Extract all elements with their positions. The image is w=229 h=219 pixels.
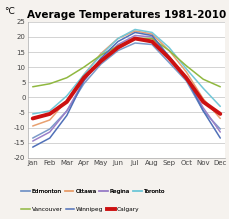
Ottawa	[99, 52, 102, 55]
Regina	[150, 36, 153, 38]
Legend: Edmonton, Ottawa, Regina, Toronto: Edmonton, Ottawa, Regina, Toronto	[21, 189, 164, 194]
Calgary	[133, 37, 136, 40]
Calgary	[184, 76, 187, 79]
Toronto	[150, 31, 153, 34]
Edmonton	[184, 79, 187, 82]
Calgary	[201, 101, 204, 103]
Vancouver	[218, 85, 221, 88]
Regina	[31, 140, 34, 142]
Ottawa	[167, 49, 170, 52]
Line: Regina: Regina	[33, 35, 219, 141]
Ottawa	[82, 73, 85, 76]
Edmonton	[116, 49, 119, 52]
Calgary	[218, 113, 221, 115]
Winnipeg	[184, 76, 187, 79]
Vancouver	[65, 76, 68, 79]
Line: Ottawa: Ottawa	[33, 31, 219, 126]
Winnipeg	[201, 110, 204, 112]
Ottawa	[218, 117, 221, 120]
Ottawa	[31, 125, 34, 127]
Line: Edmonton: Edmonton	[33, 43, 219, 138]
Edmonton	[65, 110, 68, 112]
Edmonton	[133, 42, 136, 44]
Winnipeg	[31, 146, 34, 148]
Calgary	[150, 40, 153, 43]
Regina	[116, 43, 119, 46]
Edmonton	[150, 43, 153, 46]
Toronto	[184, 67, 187, 70]
Ottawa	[150, 33, 153, 35]
Ottawa	[133, 30, 136, 32]
Winnipeg	[48, 137, 51, 139]
Edmonton	[167, 61, 170, 64]
Regina	[167, 55, 170, 58]
Calgary	[116, 46, 119, 49]
Regina	[82, 79, 85, 82]
Toronto	[218, 105, 221, 108]
Winnipeg	[65, 114, 68, 117]
Regina	[201, 107, 204, 109]
Line: Winnipeg: Winnipeg	[33, 32, 219, 147]
Ottawa	[48, 119, 51, 121]
Toronto	[167, 46, 170, 49]
Edmonton	[201, 110, 204, 112]
Ottawa	[116, 37, 119, 40]
Edmonton	[82, 82, 85, 85]
Winnipeg	[167, 55, 170, 58]
Regina	[133, 34, 136, 37]
Vancouver	[150, 37, 153, 40]
Line: Calgary: Calgary	[33, 39, 219, 118]
Ottawa	[184, 70, 187, 73]
Winnipeg	[82, 79, 85, 82]
Winnipeg	[218, 137, 221, 139]
Line: Vancouver: Vancouver	[33, 39, 219, 87]
Edmonton	[48, 128, 51, 130]
Calgary	[99, 60, 102, 62]
Toronto	[65, 95, 68, 97]
Vancouver	[116, 45, 119, 47]
Vancouver	[82, 66, 85, 69]
Edmonton	[99, 63, 102, 65]
Edmonton	[31, 137, 34, 139]
Regina	[48, 131, 51, 133]
Legend: Vancouver, Winnipeg, Calgary: Vancouver, Winnipeg, Calgary	[21, 207, 139, 212]
Winnipeg	[150, 34, 153, 37]
Regina	[65, 110, 68, 112]
Toronto	[201, 87, 204, 90]
Calgary	[65, 101, 68, 103]
Toronto	[31, 113, 34, 115]
Toronto	[82, 73, 85, 76]
Winnipeg	[116, 40, 119, 43]
Ottawa	[201, 97, 204, 100]
Toronto	[116, 37, 119, 40]
Vancouver	[167, 49, 170, 52]
Line: Toronto: Toronto	[33, 29, 219, 114]
Title: Average Temperatures 1981-2010: Average Temperatures 1981-2010	[27, 10, 225, 20]
Regina	[218, 131, 221, 133]
Vancouver	[201, 78, 204, 81]
Calgary	[167, 57, 170, 59]
Calgary	[82, 76, 85, 79]
Regina	[99, 58, 102, 61]
Ottawa	[65, 99, 68, 102]
Regina	[184, 76, 187, 79]
Winnipeg	[133, 31, 136, 34]
Vancouver	[133, 37, 136, 40]
Vancouver	[99, 54, 102, 57]
Calgary	[48, 113, 51, 115]
Toronto	[133, 28, 136, 31]
Vancouver	[184, 64, 187, 67]
Toronto	[99, 54, 102, 57]
Vancouver	[48, 82, 51, 85]
Toronto	[48, 110, 51, 112]
Vancouver	[31, 85, 34, 88]
Edmonton	[218, 128, 221, 130]
Text: °C: °C	[4, 7, 15, 16]
Calgary	[31, 117, 34, 120]
Winnipeg	[99, 57, 102, 59]
